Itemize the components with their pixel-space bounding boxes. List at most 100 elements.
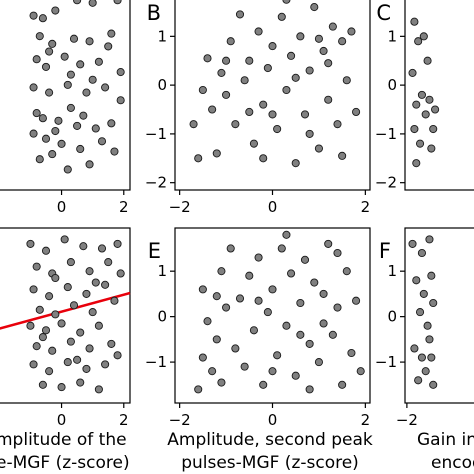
panel-d-point <box>94 385 103 394</box>
panel-b-point <box>198 85 207 95</box>
panel-e-point <box>300 255 310 264</box>
panel-d-point <box>29 360 38 369</box>
panel-d-point <box>38 380 47 389</box>
panel-b-point <box>226 37 235 46</box>
panel-c-point <box>417 90 426 99</box>
col1-xlabel-line1: mplitude of the <box>0 430 127 450</box>
panel-b-point <box>268 110 277 119</box>
panel-a-point <box>35 155 44 164</box>
panel-b-point <box>273 124 282 134</box>
panel-a-point <box>88 0 97 7</box>
panel-b-point <box>324 95 333 104</box>
panel-d-point <box>38 333 47 342</box>
panel-f-ytick-label: −1 <box>375 353 397 371</box>
panel-e-xtick-label: 2 <box>361 411 371 429</box>
panel-a-xtick-label: 0 <box>57 198 67 216</box>
panel-e-point <box>282 321 291 330</box>
panel-b-point <box>305 66 314 75</box>
panel-c-ytick-label: −1 <box>375 125 397 143</box>
panel-e-point <box>305 339 314 348</box>
panel-e-point <box>217 378 226 387</box>
panel-f-ytick-label: 0 <box>387 308 397 326</box>
panel-d-point <box>97 244 107 253</box>
panel-b-point <box>217 68 226 77</box>
panel-b-point <box>324 59 333 68</box>
panel-a-point <box>41 62 51 71</box>
panel-e-point <box>319 319 328 328</box>
panel-e-point <box>203 317 212 326</box>
panel-b: −2 0 2 −2 −1 0 1 B <box>145 0 371 216</box>
panel-d-point <box>60 235 69 244</box>
panel-e-point <box>198 353 207 362</box>
panel-a-point <box>116 68 125 77</box>
panel-e-point <box>296 298 305 308</box>
panel-a-point <box>38 114 47 123</box>
panel-c-point <box>412 159 421 168</box>
panel-d-point <box>29 285 38 294</box>
panel-d-point <box>41 326 51 335</box>
panel-e-point <box>347 348 356 358</box>
panel-f-point <box>425 235 434 244</box>
panel-d-point <box>32 262 41 271</box>
col2-xlabel-line2: pulses-MGF (z-score) <box>181 453 359 473</box>
panel-d-point <box>82 289 91 298</box>
panel-a-point <box>79 111 88 120</box>
panel-d-point <box>57 383 66 392</box>
panel-b-point <box>208 105 217 114</box>
panel-b-point <box>347 27 356 36</box>
panel-a-point <box>29 83 38 92</box>
panel-d-point <box>32 342 41 351</box>
panel-a-point <box>51 126 60 136</box>
panel-e-ytick-label: 1 <box>157 262 167 280</box>
panel-b-point <box>328 22 337 31</box>
panel-b-point <box>291 73 300 82</box>
panel-a-point <box>48 150 57 159</box>
panel-b-point <box>314 144 323 153</box>
panel-b-point <box>245 56 254 65</box>
panel-e: −2 0 2 −1 0 1E <box>145 227 371 429</box>
panel-a-point <box>73 0 82 5</box>
panel-b-point <box>194 154 203 163</box>
panel-d-point <box>113 351 122 360</box>
panel-d-point <box>35 305 44 314</box>
panel-a-point <box>113 0 122 5</box>
panel-d-point <box>63 358 72 367</box>
panel-f-point <box>410 344 419 353</box>
panel-d-point <box>88 308 97 317</box>
panel-b-point <box>333 120 342 129</box>
panel-d-point <box>85 344 94 353</box>
panel-b-point <box>338 151 347 160</box>
panel-d-point <box>69 301 79 310</box>
panel-a-point <box>45 47 54 56</box>
panel-b-point <box>235 10 245 19</box>
panel-c-point <box>415 139 425 148</box>
panel-d-point <box>45 292 54 301</box>
panel-b-point <box>338 37 347 46</box>
panel-d-point <box>101 280 110 289</box>
panel-a-point <box>29 129 38 138</box>
panel-e-point <box>217 267 226 276</box>
panel-c-point <box>429 124 438 134</box>
panel-b-ytick-label: −1 <box>145 125 167 143</box>
panel-b-ytick-label: 0 <box>157 76 167 94</box>
panel-e-point <box>314 358 323 367</box>
panel-d-point <box>41 246 51 255</box>
panel-e-point <box>356 367 365 376</box>
panel-c-ytick-label: 1 <box>387 27 397 45</box>
panel-e-point <box>324 239 333 248</box>
panel-f-point <box>425 335 434 344</box>
panel-a-point <box>91 124 100 133</box>
panel-b-letter: B <box>147 1 161 25</box>
panel-e-point <box>235 294 245 303</box>
panel-e-point <box>240 362 249 371</box>
panel-e-point <box>254 296 263 305</box>
col2-xlabel-line1: Amplitude, second peak <box>167 430 373 450</box>
panel-e-point <box>212 335 221 344</box>
panel-e-point <box>249 326 258 335</box>
panel-e-point <box>328 330 337 339</box>
panel-a-point <box>73 121 82 130</box>
panel-e-ytick-label: −1 <box>145 353 167 371</box>
panel-e-point <box>352 296 361 305</box>
